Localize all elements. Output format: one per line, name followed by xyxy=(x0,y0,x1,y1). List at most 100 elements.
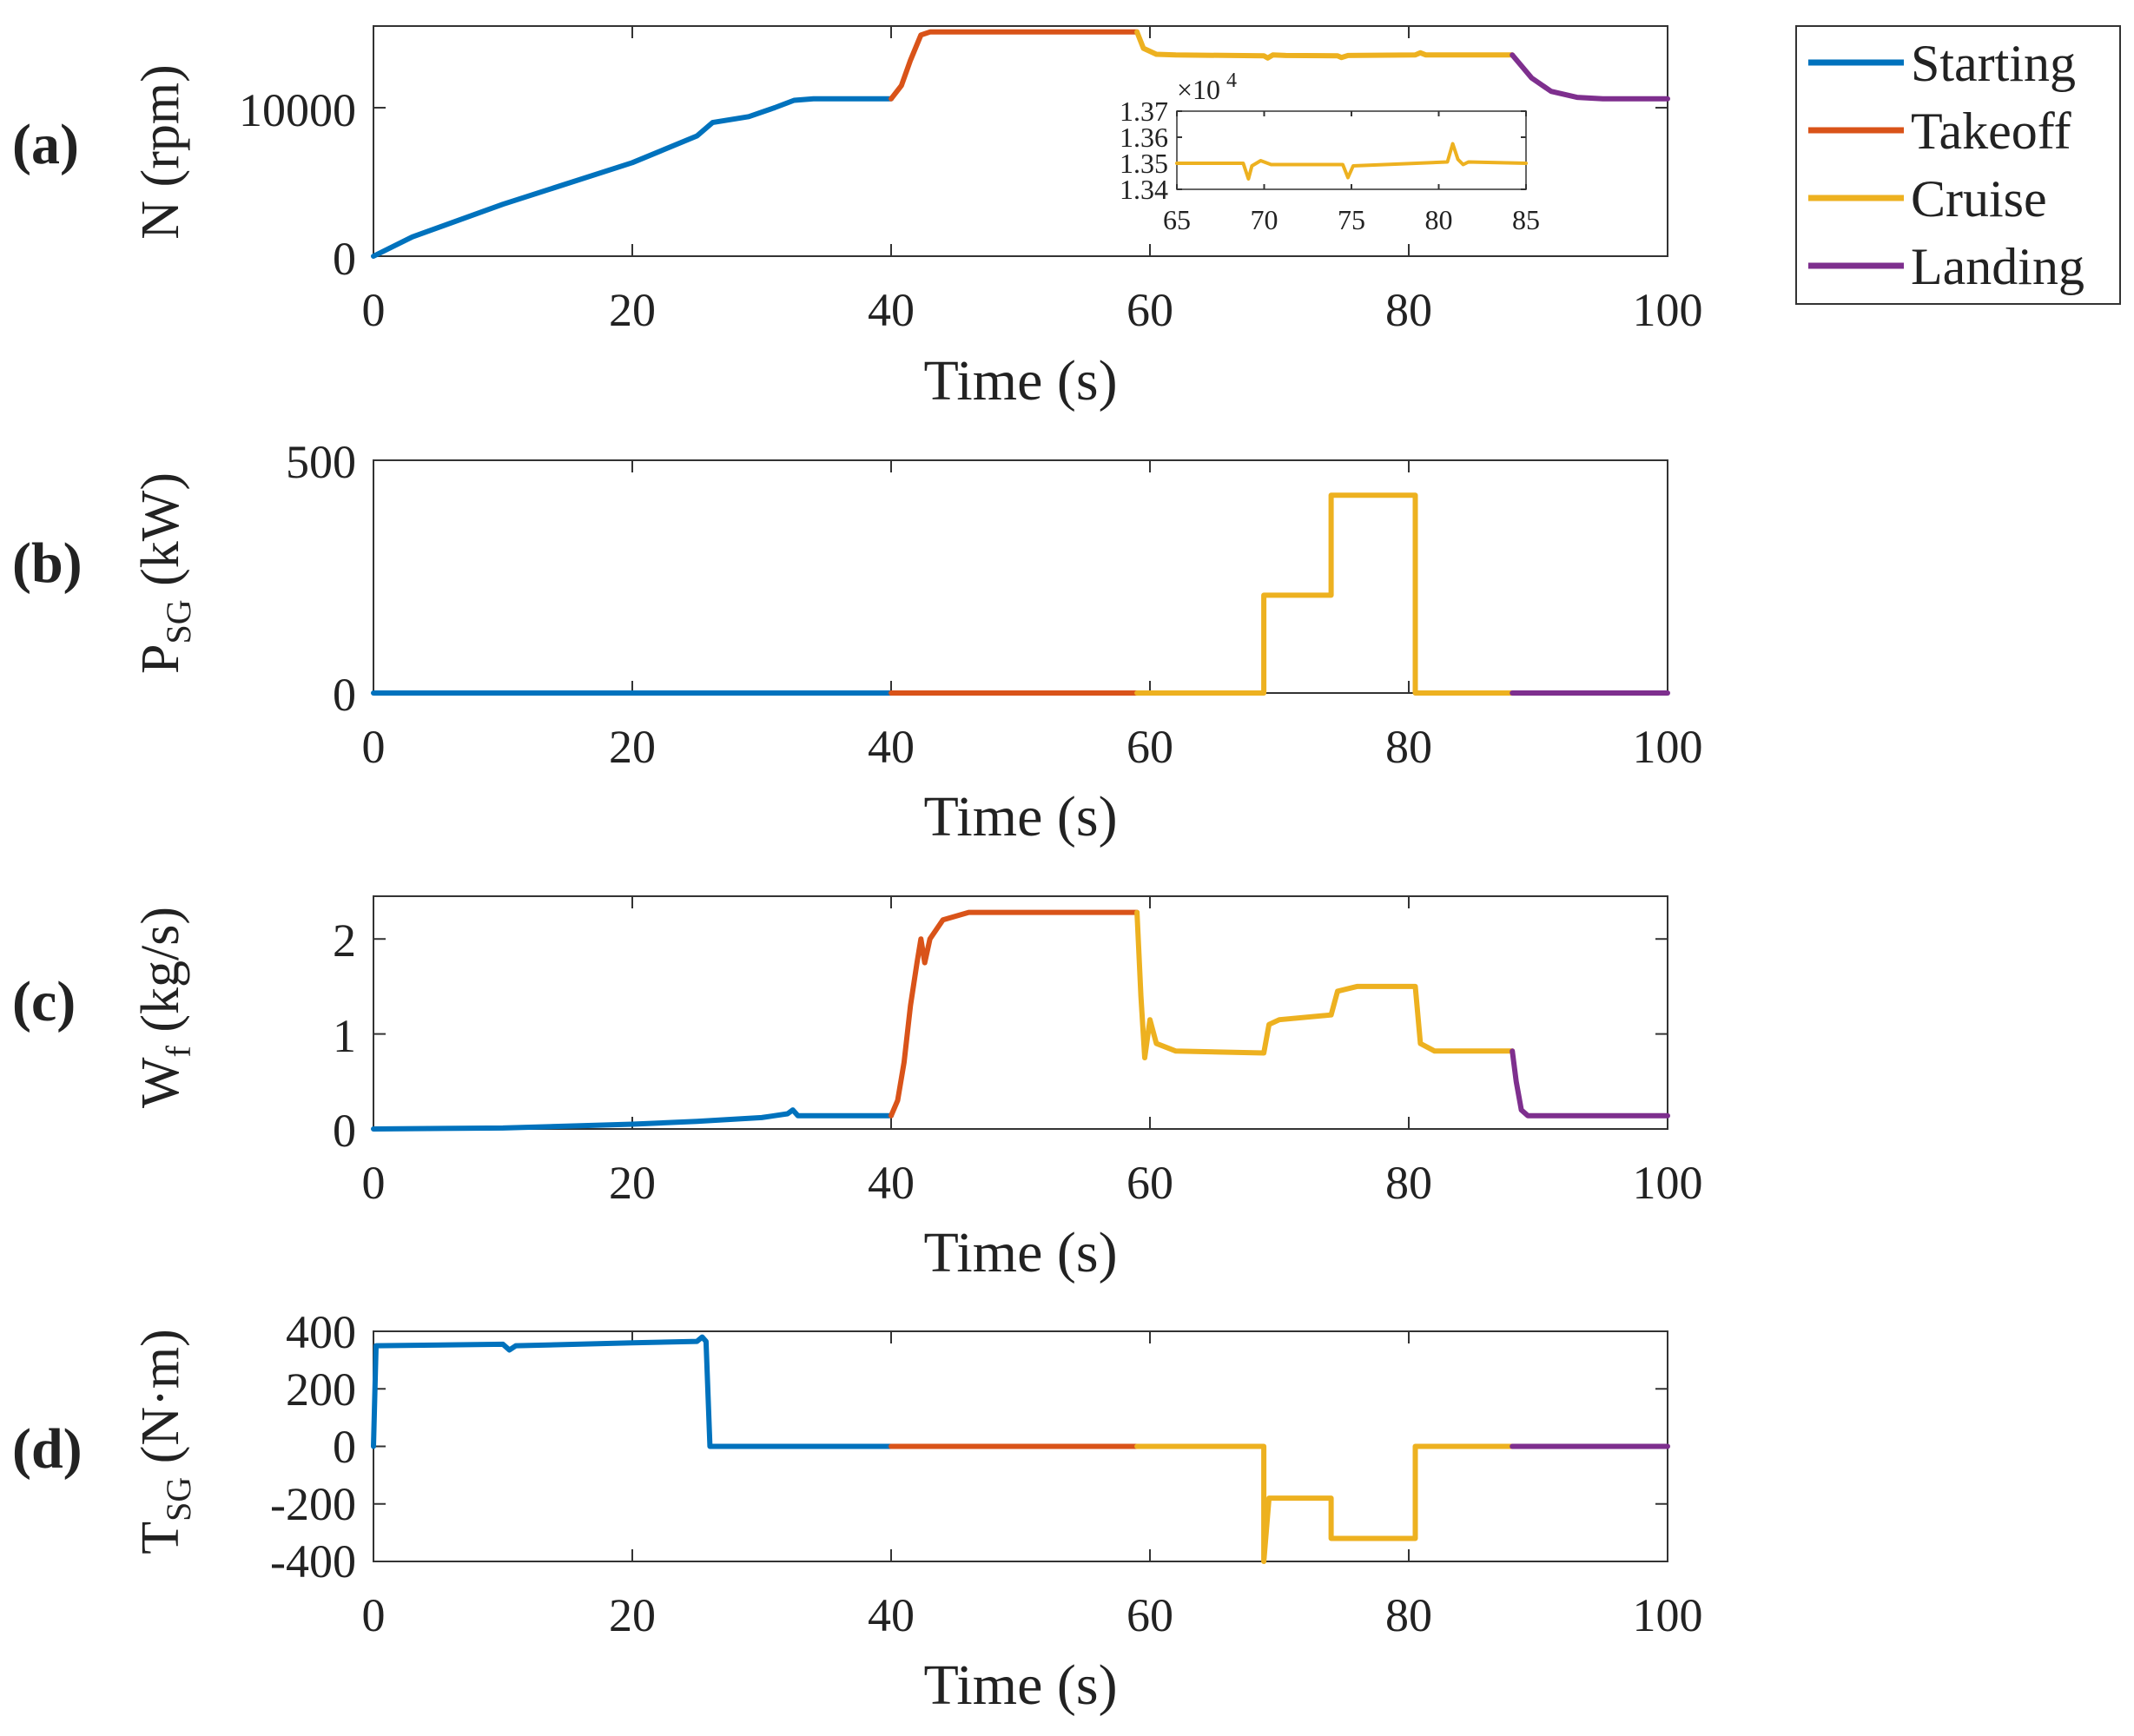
inset-xtick-label: 75 xyxy=(1338,204,1365,235)
panel-a-xtick-label: 80 xyxy=(1385,284,1432,336)
panel-c-ylabel-unit: (kg/s) xyxy=(131,907,190,1046)
panel-b: (b) PSG (kW) 0 20 40 60 80 100 0 500 Tim… xyxy=(12,436,1703,848)
panel-b-yticklabels: 0 500 xyxy=(286,436,356,721)
panel-b-xtick-label: 60 xyxy=(1126,721,1173,773)
panel-d-xtick-label: 0 xyxy=(362,1589,386,1641)
panel-b-ylabel: PSG (kW) xyxy=(131,472,198,674)
panel-d-ytick-label: 0 xyxy=(333,1421,356,1473)
panel-c-xlabel: Time (s) xyxy=(923,1221,1117,1284)
panel-c-xtick-label: 80 xyxy=(1385,1157,1432,1209)
panel-a-xlabel: Time (s) xyxy=(923,349,1117,413)
panel-a-ytick-label: 0 xyxy=(333,233,356,285)
inset-ytick-label: 1.36 xyxy=(1120,122,1168,153)
legend-entry-landing: Landing xyxy=(1808,238,2084,295)
panel-d-series-cruise xyxy=(1134,1443,1516,1564)
panel-a-xtick-label: 100 xyxy=(1633,284,1703,336)
panel-c: (c) Wf (kg/s) 0 20 40 60 80 100 0 1 2 Ti… xyxy=(12,895,1703,1284)
panel-c-xtick-label: 40 xyxy=(868,1157,915,1209)
inset-exponent-power: 4 xyxy=(1226,69,1237,92)
legend-label-cruise: Cruise xyxy=(1911,170,2047,228)
panel-b-series-cruise xyxy=(1134,492,1516,696)
inset-series-cruise xyxy=(1175,142,1528,181)
panel-d-xtick-label: 80 xyxy=(1385,1589,1432,1641)
panel-a-label: (a) xyxy=(12,113,79,176)
panel-c-ylabel-main: W xyxy=(131,1057,190,1108)
panel-c-xtick-label: 20 xyxy=(609,1157,656,1209)
panel-c-xtick-label: 0 xyxy=(362,1157,386,1209)
panel-b-xlabel: Time (s) xyxy=(923,785,1117,848)
inset-ytick-label: 1.34 xyxy=(1120,174,1168,205)
panel-c-yticklabels: 0 1 2 xyxy=(333,914,356,1157)
panel-d-ytick-label: 200 xyxy=(286,1363,356,1416)
panel-b-xtick-label: 0 xyxy=(362,721,386,773)
legend-label-starting: Starting xyxy=(1911,35,2076,92)
panel-d-ytick-label: 400 xyxy=(286,1306,356,1358)
inset-xticklabels: 65 70 75 80 85 xyxy=(1163,204,1540,235)
panel-d-xtick-label: 60 xyxy=(1126,1589,1173,1641)
panel-b-xticklabels: 0 20 40 60 80 100 xyxy=(362,721,1703,773)
panel-c-xtick-label: 60 xyxy=(1126,1157,1173,1209)
panel-c-series-takeoff xyxy=(889,909,1140,1119)
panel-c-ytick-label: 2 xyxy=(333,914,356,967)
panel-d-xtick-label: 100 xyxy=(1633,1589,1703,1641)
panel-a-series-cruise xyxy=(1134,29,1516,61)
inset-xtick-label: 80 xyxy=(1425,204,1453,235)
panel-d-ylabel: TSG (N·m) xyxy=(131,1329,198,1554)
panel-b-xtick-label: 20 xyxy=(609,721,656,773)
panel-a-xtick-label: 40 xyxy=(868,284,915,336)
panel-d-xticklabels: 0 20 40 60 80 100 xyxy=(362,1589,1703,1641)
panel-b-ylabel-unit: (kW) xyxy=(131,472,190,599)
inset-xtick-label: 65 xyxy=(1163,204,1191,235)
panel-d-yticklabels: 400 200 0 -200 -400 xyxy=(270,1306,356,1587)
inset-ytick-label: 1.37 xyxy=(1120,96,1168,127)
panel-b-xtick-label: 100 xyxy=(1633,721,1703,773)
panel-b-ylabel-main: P xyxy=(131,644,190,673)
panel-a-inset: ×10 4 1.37 1.36 1.35 1.34 65 70 75 80 85 xyxy=(1120,69,1540,235)
panel-c-xtick-label: 100 xyxy=(1633,1157,1703,1209)
panel-d-ylabel-main: T xyxy=(131,1521,190,1554)
panel-b-ytick-label: 500 xyxy=(286,436,356,488)
panel-b-label: (b) xyxy=(12,531,83,595)
panel-c-series-cruise xyxy=(1134,909,1516,1060)
inset-xtick-label: 70 xyxy=(1251,204,1278,235)
panel-d-xlabel: Time (s) xyxy=(923,1653,1117,1717)
panel-c-ticks xyxy=(373,896,1668,1130)
legend-label-landing: Landing xyxy=(1911,238,2084,295)
inset-plot xyxy=(1175,110,1528,190)
panel-a-xtick-label: 0 xyxy=(362,284,386,336)
panel-d-ytick-label: -200 xyxy=(270,1478,356,1530)
panel-d-xtick-label: 40 xyxy=(868,1589,915,1641)
panel-d-xtick-label: 20 xyxy=(609,1589,656,1641)
panel-a-series-starting xyxy=(371,96,894,259)
panel-b-xtick-label: 40 xyxy=(868,721,915,773)
panel-b-ytick-label: 0 xyxy=(333,669,356,721)
panel-c-ytick-label: 0 xyxy=(333,1105,356,1157)
legend-entry-cruise: Cruise xyxy=(1808,170,2047,228)
panel-a-series-landing xyxy=(1510,52,1670,102)
legend-box xyxy=(1795,25,2121,305)
panel-a-ytick-label: 10000 xyxy=(239,84,356,136)
panel-d-ylabel-sub: SG xyxy=(159,1477,198,1521)
inset-ytick-label: 1.35 xyxy=(1120,148,1168,179)
panel-b-axes xyxy=(373,459,1668,694)
panel-d-ytick-label: -400 xyxy=(270,1535,356,1587)
panel-c-ylabel: Wf (kg/s) xyxy=(131,907,198,1108)
panel-c-ytick-label: 1 xyxy=(333,1010,356,1062)
panel-a-series-takeoff xyxy=(889,29,1140,102)
panel-c-plot xyxy=(371,909,1670,1132)
inset-yticklabels: 1.37 1.36 1.35 1.34 xyxy=(1120,96,1168,205)
panel-b-ylabel-sub: SG xyxy=(159,599,198,644)
panel-b-ticks xyxy=(373,459,1668,694)
panel-d-label: (d) xyxy=(12,1417,83,1481)
panel-d-plot xyxy=(371,1334,1670,1564)
panel-c-series-starting xyxy=(371,1107,894,1132)
panel-a: (a) N (rpm) 0 20 40 60 80 100 0 10000 Ti… xyxy=(12,25,1703,413)
panel-a-xtick-label: 60 xyxy=(1126,284,1173,336)
panel-b-xtick-label: 80 xyxy=(1385,721,1432,773)
panel-c-axes xyxy=(373,895,1668,1130)
panel-b-plot xyxy=(371,492,1670,696)
legend: Starting Takeoff Cruise Landing xyxy=(1795,25,2121,305)
panel-c-label: (c) xyxy=(12,970,76,1033)
inset-axes xyxy=(1176,110,1527,190)
